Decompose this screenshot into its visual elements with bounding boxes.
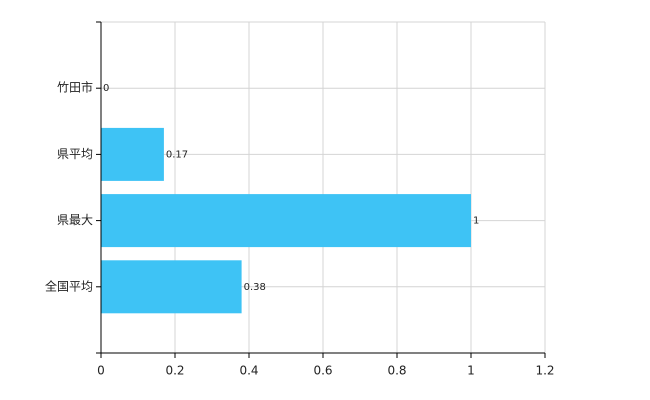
x-tick-label: 0.6 xyxy=(313,364,332,378)
y-tick-label: 全国平均 xyxy=(45,278,93,293)
value-label: 0.17 xyxy=(166,149,188,160)
y-tick-label: 竹田市 xyxy=(57,80,93,95)
bar xyxy=(101,260,242,314)
x-tick-label: 1 xyxy=(467,364,475,378)
x-tick-label: 0.4 xyxy=(239,364,258,378)
value-label: 0.38 xyxy=(244,282,266,293)
y-tick-label: 県最大 xyxy=(57,213,93,227)
x-tick-label: 0.2 xyxy=(165,364,184,378)
bar xyxy=(101,194,471,248)
x-tick-label: 0.8 xyxy=(387,364,406,378)
value-label: 1 xyxy=(473,216,479,227)
y-tick-label: 県平均 xyxy=(57,147,93,161)
value-label: 0 xyxy=(103,83,109,94)
x-tick-label: 1.2 xyxy=(535,364,554,378)
bar xyxy=(101,127,164,181)
x-tick-label: 0 xyxy=(97,364,105,378)
